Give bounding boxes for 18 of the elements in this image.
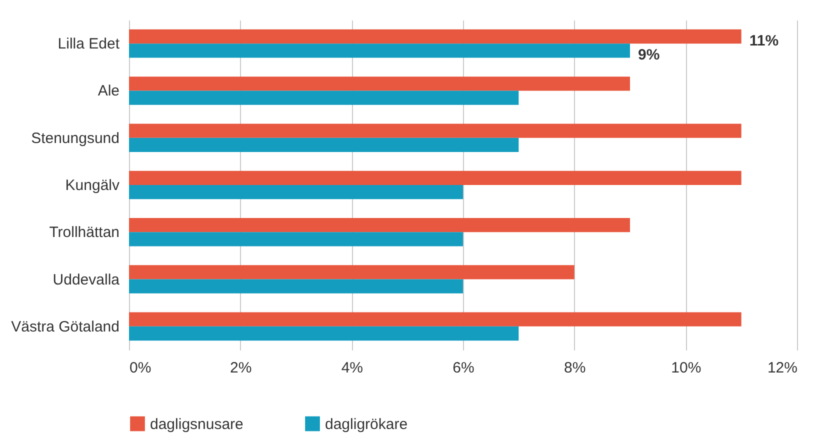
y-tick-label: Västra Götaland: [11, 318, 120, 336]
legend-label: dagligsnusare: [150, 416, 244, 433]
data-label: 9%: [638, 46, 660, 64]
x-tick-label: 6%: [452, 360, 474, 376]
x-tick-label: 4%: [341, 360, 364, 376]
x-tick-label: 12%: [767, 360, 798, 376]
y-tick-label: Kungälv: [65, 177, 120, 194]
x-tick-label: 0%: [130, 360, 152, 376]
legend-label: dagligrökare: [325, 416, 408, 433]
y-tick-label: Trollhättan: [49, 224, 120, 242]
y-tick-label: Ale: [98, 82, 120, 100]
x-tick-label: 8%: [564, 360, 586, 376]
x-tick-label: 10%: [671, 360, 702, 376]
y-tick-label: Lilla Edet: [58, 36, 120, 53]
data-label: 11%: [749, 32, 779, 50]
x-tick-label: 2%: [230, 360, 252, 376]
y-tick-label: Uddevalla: [52, 271, 120, 288]
y-tick-label: Stenungsund: [31, 130, 120, 147]
